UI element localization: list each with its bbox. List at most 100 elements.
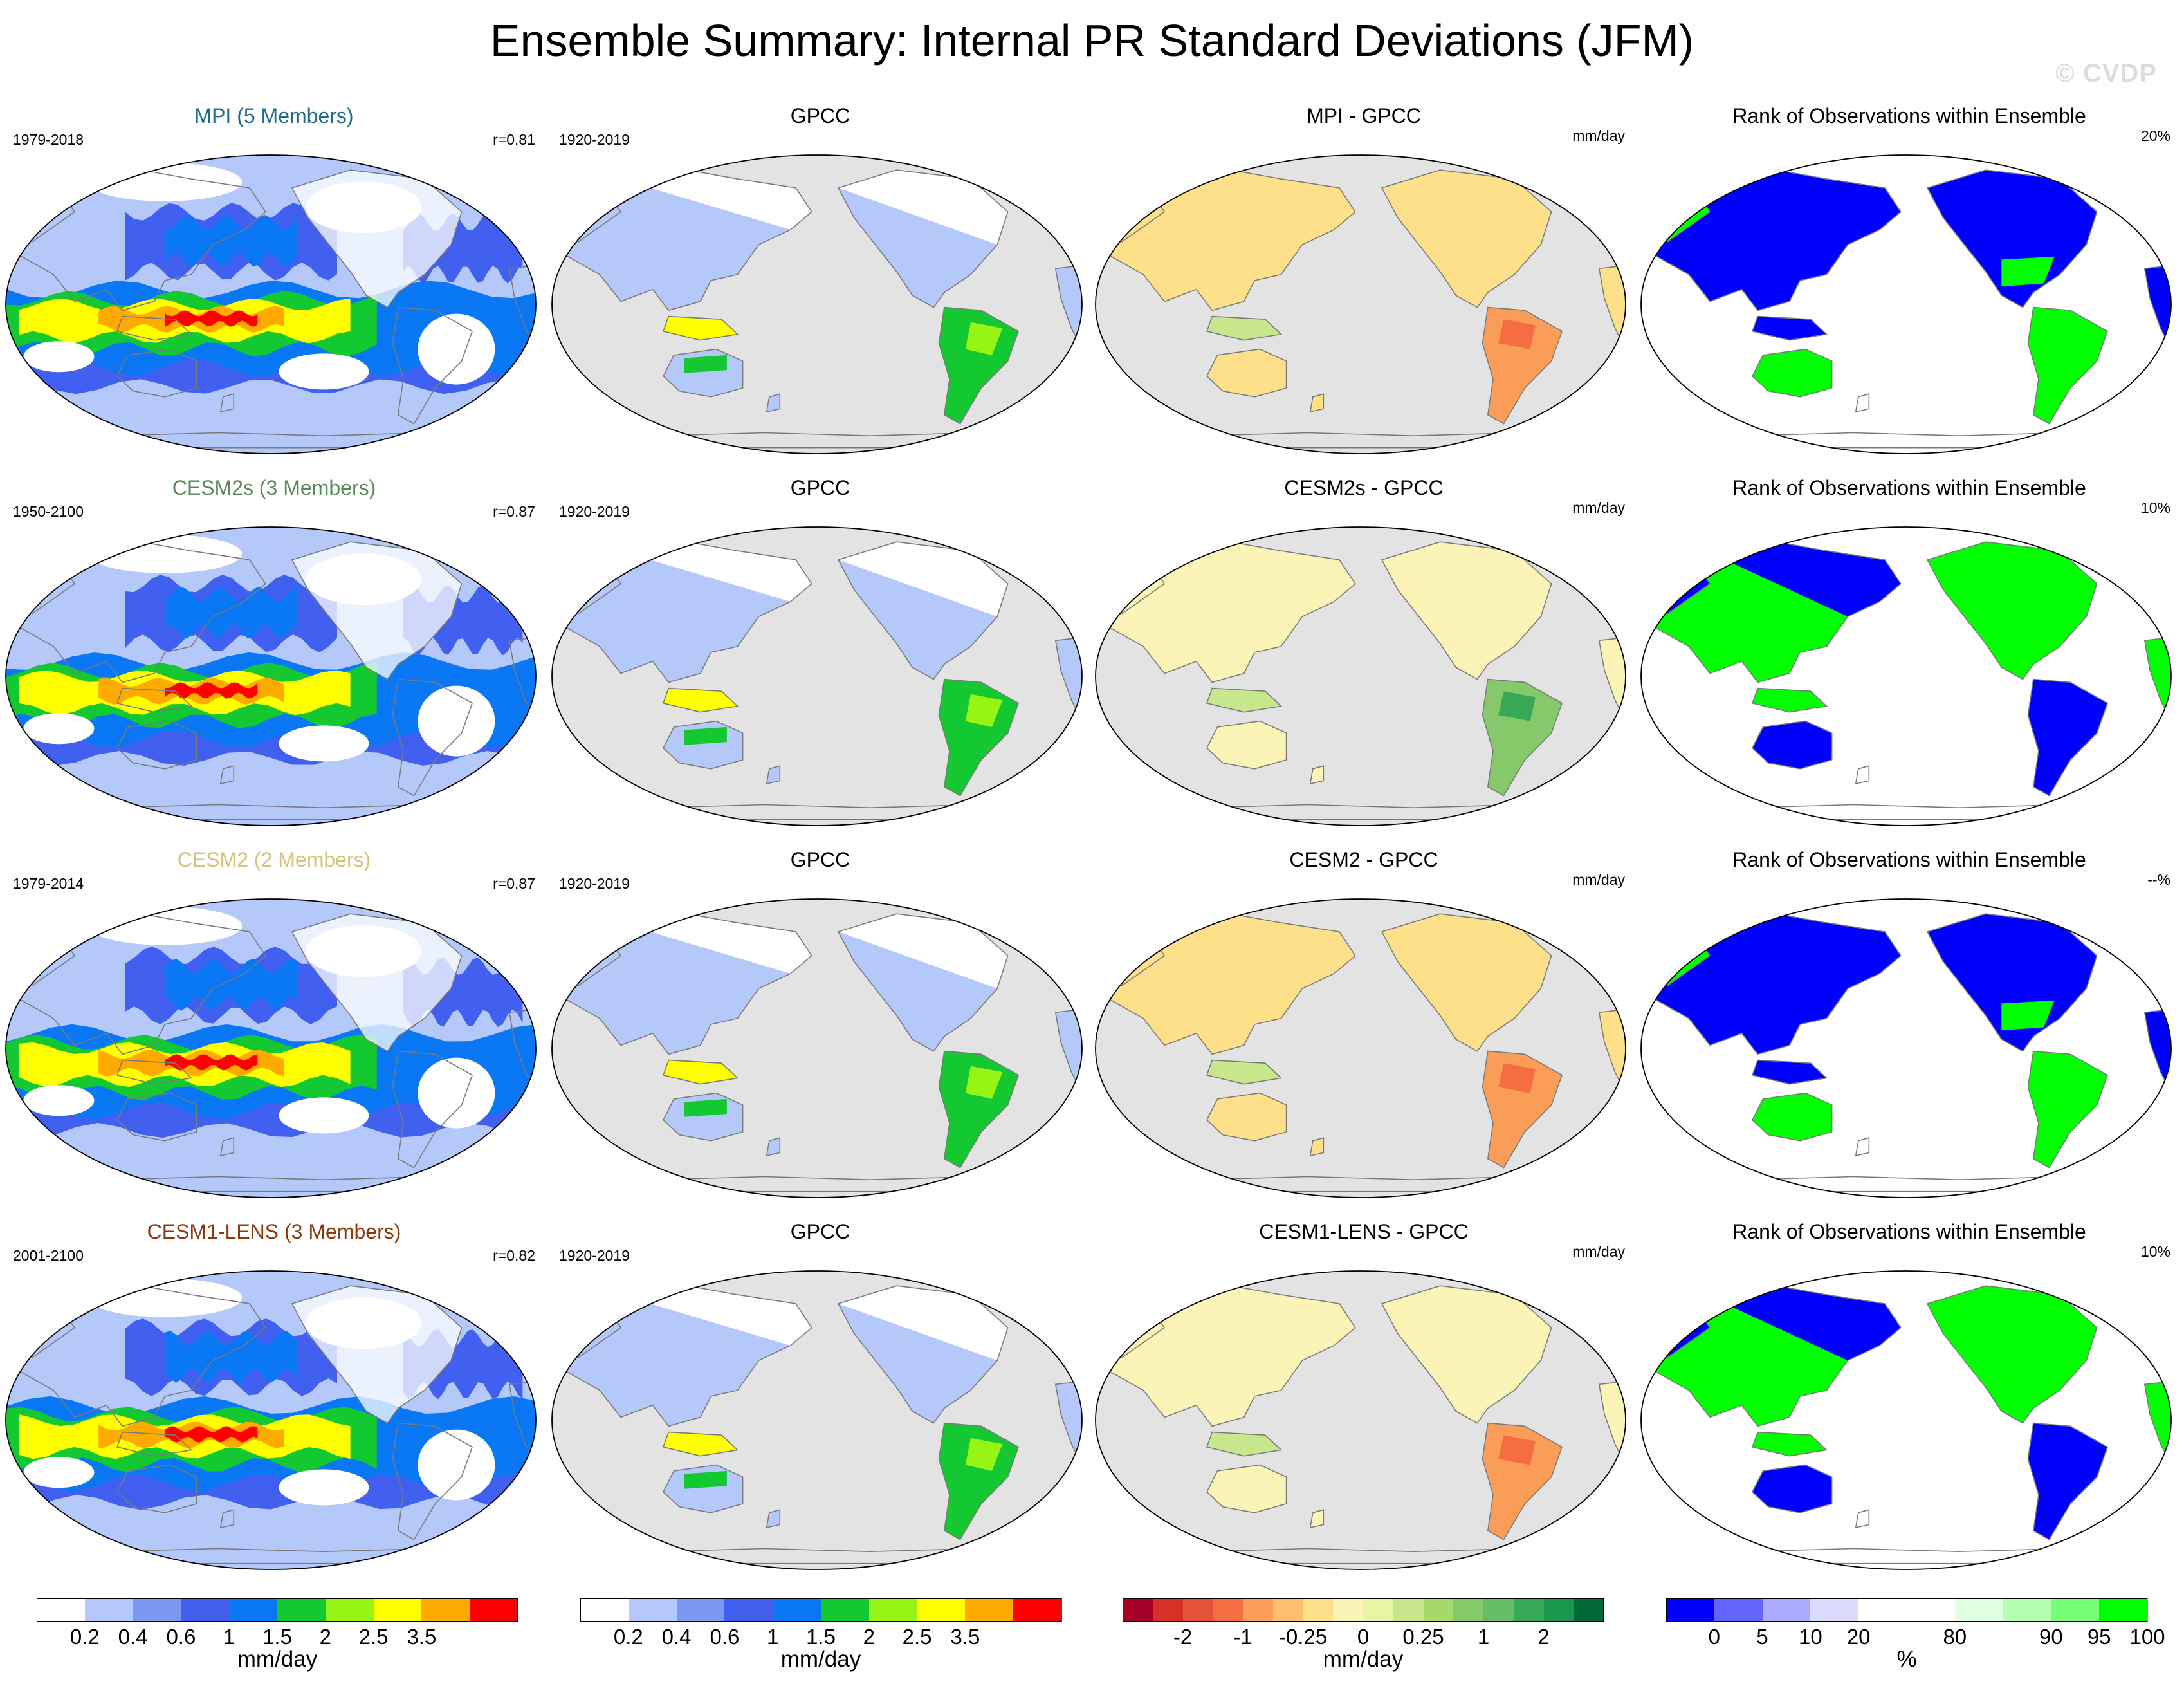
globe-border <box>1640 154 2172 454</box>
colorbar-swatch <box>965 1598 1014 1622</box>
colorbar-tick-label: -0.25 <box>1278 1625 1328 1649</box>
map-panel-obs-row4: GPCC 1920-2019 <box>550 1211 1090 1583</box>
colorbar-swatch <box>1152 1598 1184 1622</box>
colorbar-tick-label: -2 <box>1173 1625 1193 1649</box>
colorbar-swatch <box>1243 1598 1274 1622</box>
map-panel-diff-row1: MPI - GPCC mm/day <box>1094 95 1634 467</box>
globe-border <box>551 1270 1083 1570</box>
colorbar-swatch <box>1714 1598 1763 1622</box>
map-panel-rank-row3: Rank of Observations within Ensemble --% <box>1639 839 2179 1211</box>
colorbar-swatch <box>1483 1598 1514 1622</box>
map-panel-ens-row3: CESM2 (2 Members) 1979-2014 r=0.87 <box>4 839 544 1211</box>
colorbar-3 <box>1123 1598 1604 1622</box>
colorbar-tick-label: 5 <box>1756 1625 1768 1649</box>
colorbar-tick-label: 0.4 <box>661 1625 692 1649</box>
panel-title: Rank of Observations within Ensemble <box>1732 476 2086 499</box>
map-panel-ens-row4: CESM1-LENS (3 Members) 2001-2100 r=0.82 <box>4 1211 544 1583</box>
globe-map-diff <box>1095 898 1626 1198</box>
year-range: 2001-2100 <box>13 1247 84 1264</box>
map-fill-layer <box>552 155 1082 454</box>
map-panel-diff-row4: CESM1-LENS - GPCC mm/day <box>1094 1211 1634 1583</box>
colorbar-swatch <box>133 1598 181 1622</box>
colorbar-tick-label: 1 <box>767 1625 779 1649</box>
globe-map-ens <box>5 898 537 1198</box>
map-fill-layer <box>6 527 536 826</box>
globe-border <box>551 898 1083 1198</box>
map-fill-layer <box>552 527 1082 826</box>
colorbar-swatch <box>1303 1598 1334 1622</box>
colorbar-swatch <box>229 1598 278 1622</box>
colorbar-swatch <box>1954 1598 2004 1622</box>
colorbar-swatch <box>773 1598 821 1622</box>
colorbar-tick-label: 20 <box>1846 1625 1871 1649</box>
map-panel-rank-row4: Rank of Observations within Ensemble 10% <box>1639 1211 2179 1583</box>
colorbar-unit: mm/day <box>237 1647 318 1672</box>
colorbar-swatch <box>1574 1598 1604 1622</box>
map-panel-obs-row3: GPCC 1920-2019 <box>550 839 1090 1211</box>
panel-title: MPI - GPCC <box>1307 104 1421 127</box>
colorbar-tick-label: 0.2 <box>613 1625 643 1649</box>
colorbar-swatch <box>2099 1598 2148 1622</box>
panel-title: CESM2 - GPCC <box>1289 848 1438 871</box>
map-fill-layer <box>1096 527 1626 826</box>
year-range: 1979-2014 <box>13 875 84 892</box>
colorbar-tick-label: 0.6 <box>710 1625 740 1649</box>
unit-label: mm/day <box>1572 871 1625 888</box>
colorbar-tick-label: 2 <box>1537 1625 1550 1649</box>
map-panel-ens-row2: CESM2s (3 Members) 1950-2100 r=0.87 <box>4 467 544 839</box>
colorbar-tick-label: 1 <box>223 1625 235 1649</box>
colorbar-tick-label: 95 <box>2087 1625 2111 1649</box>
rank-percent: 20% <box>2140 127 2170 144</box>
colorbar-swatch <box>1272 1598 1304 1622</box>
map-fill-layer <box>6 899 536 1198</box>
unit-label: mm/day <box>1572 499 1625 516</box>
colorbar-tick-label: 0.25 <box>1402 1625 1444 1649</box>
panel-title: CESM2s - GPCC <box>1284 476 1444 499</box>
year-range: 1920-2019 <box>559 1247 630 1264</box>
colorbar-swatch <box>1363 1598 1394 1622</box>
colorbar-swatch <box>580 1598 629 1622</box>
colorbar-swatch <box>868 1598 918 1622</box>
colorbar-swatch <box>1858 1598 1907 1622</box>
globe-border <box>1640 1270 2172 1570</box>
rank-percent: --% <box>2147 871 2170 888</box>
panel-title: CESM2 (2 Members) <box>177 848 371 871</box>
colorbar-swatch <box>1543 1598 1574 1622</box>
globe-border <box>551 154 1083 454</box>
colorbar-swatch <box>1513 1598 1545 1622</box>
globe-border <box>1095 898 1626 1198</box>
panel-title: Rank of Observations within Ensemble <box>1732 1220 2086 1243</box>
colorbar-swatch <box>2051 1598 2100 1622</box>
colorbar-frame <box>1666 1598 2147 1622</box>
map-panel-obs-row1: GPCC 1920-2019 <box>550 95 1090 467</box>
globe-border <box>5 526 537 826</box>
globe-map-rank <box>1640 154 2172 454</box>
watermark: © CVDP <box>2055 59 2157 88</box>
colorbar-tick-label: 3.5 <box>950 1625 980 1649</box>
colorbar-tick-label: 100 <box>2129 1625 2165 1649</box>
colorbar-swatch <box>724 1598 773 1622</box>
globe-map-obs <box>551 526 1083 826</box>
year-range: 1920-2019 <box>559 875 630 892</box>
colorbar-swatch <box>1013 1598 1062 1622</box>
globe-map-obs <box>551 1270 1083 1570</box>
globe-map-diff <box>1095 1270 1626 1570</box>
panel-title: CESM1-LENS - GPCC <box>1259 1220 1469 1243</box>
year-range: 1950-2100 <box>13 503 84 520</box>
colorbar-tick-label: 1.5 <box>806 1625 836 1649</box>
globe-map-rank <box>1640 1270 2172 1570</box>
map-fill-layer <box>1096 899 1626 1198</box>
colorbar-swatch <box>1393 1598 1424 1622</box>
colorbar-swatch <box>1423 1598 1454 1622</box>
colorbar-tick-label: 90 <box>2039 1625 2063 1649</box>
globe-map-obs <box>551 154 1083 454</box>
panel-title: Rank of Observations within Ensemble <box>1732 848 2086 871</box>
colorbar-frame <box>37 1598 518 1622</box>
rank-percent: 10% <box>2140 1243 2170 1260</box>
colorbar-swatch <box>470 1598 518 1622</box>
map-fill-layer <box>1641 1271 2171 1569</box>
colorbar-swatch <box>628 1598 677 1622</box>
colorbar-tick-label: 3.5 <box>407 1625 437 1649</box>
globe-map-diff <box>1095 526 1626 826</box>
colorbar-swatch <box>1810 1598 1859 1622</box>
